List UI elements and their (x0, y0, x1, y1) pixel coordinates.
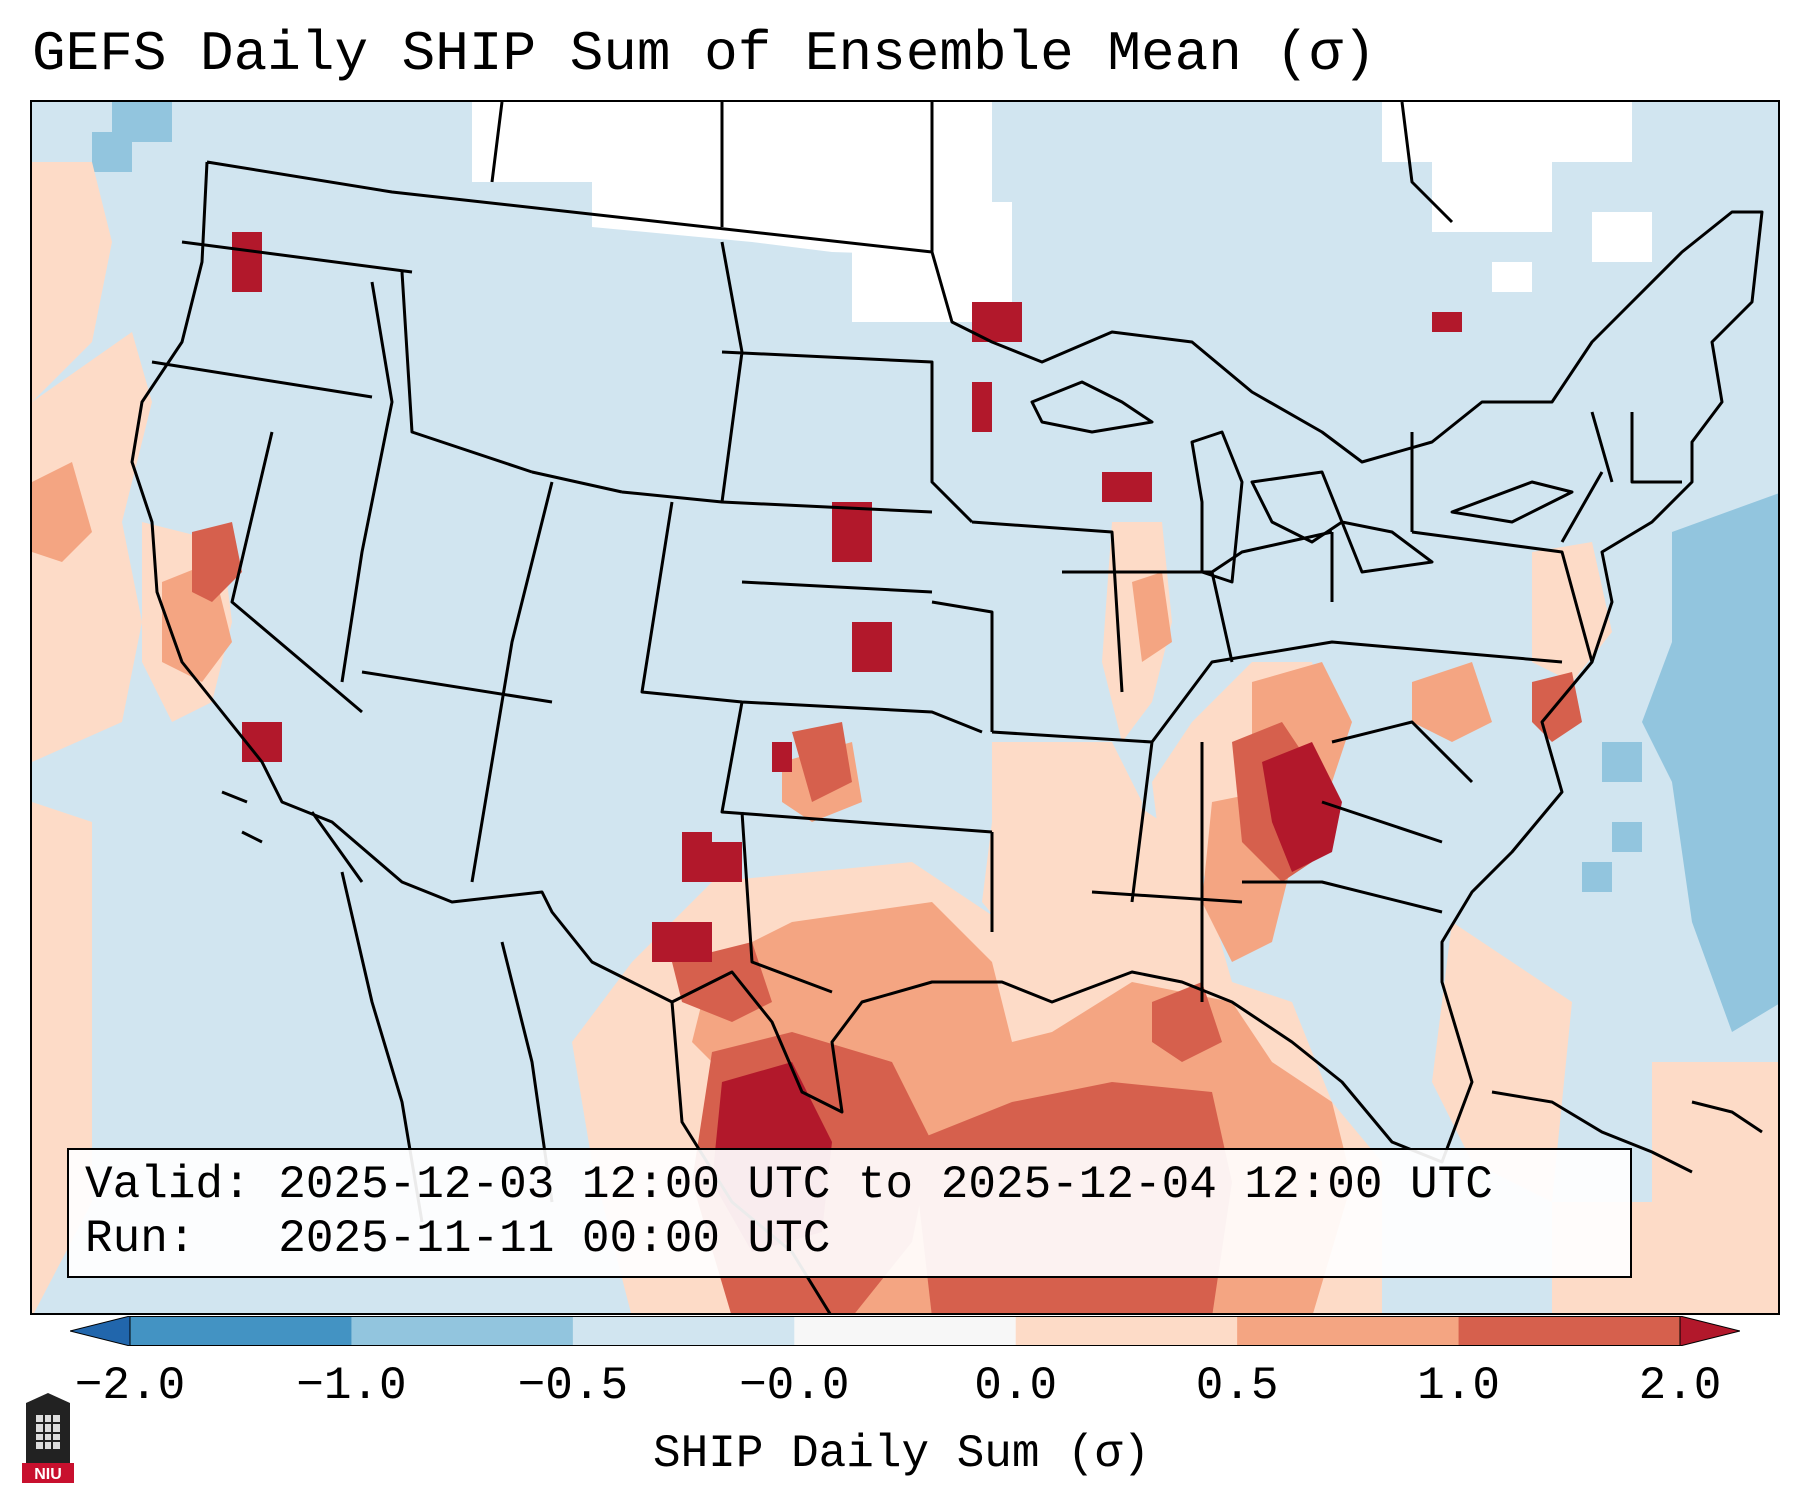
country-outline (130, 160, 1764, 1164)
colorbar-extend-low (70, 1316, 131, 1346)
colorbar-tick-label: −0.5 (517, 1360, 629, 1412)
colorbar-tick-label: −0.0 (739, 1360, 850, 1412)
state-lines (151, 240, 1682, 1002)
colorbar-segment (351, 1316, 574, 1346)
validity-info-box: Valid: 2025-12-03 12:00 UTC to 2025-12-0… (67, 1148, 1632, 1278)
colorbar-tick-label: 0.0 (974, 1360, 1058, 1412)
colorbar-tick-label: −1.0 (296, 1360, 407, 1412)
colorbar-segment (130, 1316, 352, 1346)
anomaly-map (32, 102, 1778, 1313)
colorbar-segment (794, 1316, 1017, 1346)
niu-logo: NIU (22, 1393, 74, 1483)
colorbar-outline (129, 1316, 1681, 1346)
mexico-border (310, 811, 832, 1313)
negative-anomaly-region (92, 102, 1778, 1032)
great-lakes (1030, 380, 1574, 584)
colorbar-tick-label: 1.0 (1417, 1360, 1500, 1412)
colorbar-segment (1015, 1316, 1238, 1346)
island-outlines (221, 790, 1763, 1174)
chart-title: GEFS Daily SHIP Sum of Ensemble Mean (σ) (32, 22, 1377, 86)
colorbar-tick-label: −2.0 (74, 1360, 186, 1412)
valid-time-range: 2025-12-03 12:00 UTC to 2025-12-04 12:00… (278, 1159, 1493, 1211)
colorbar-segment (1458, 1316, 1681, 1346)
colorbar-label: SHIP Daily Sum (σ) (653, 1428, 1150, 1480)
map-panel (30, 100, 1780, 1315)
colorbar-ticks: −2.0 −1.0 −0.5 −0.0 0.0 0.5 1.0 2.0 (0, 1360, 1803, 1420)
near-zero-region (472, 102, 1652, 322)
valid-label: Valid: (85, 1159, 251, 1211)
colorbar (70, 1316, 1740, 1346)
colorbar-tick-label: 2.0 (1638, 1360, 1722, 1412)
colorbar-segment (1237, 1316, 1460, 1346)
colorbar-tick-label: 0.5 (1195, 1360, 1279, 1412)
boundary-lines (130, 102, 1764, 1313)
colorbar-extend-high (1679, 1316, 1740, 1346)
colorbar-segment (572, 1316, 795, 1346)
run-label: Run: (85, 1213, 196, 1265)
canada-border (490, 102, 1454, 252)
run-time: 2025-11-11 00:00 UTC (278, 1213, 831, 1265)
logo-text: NIU (34, 1466, 62, 1483)
